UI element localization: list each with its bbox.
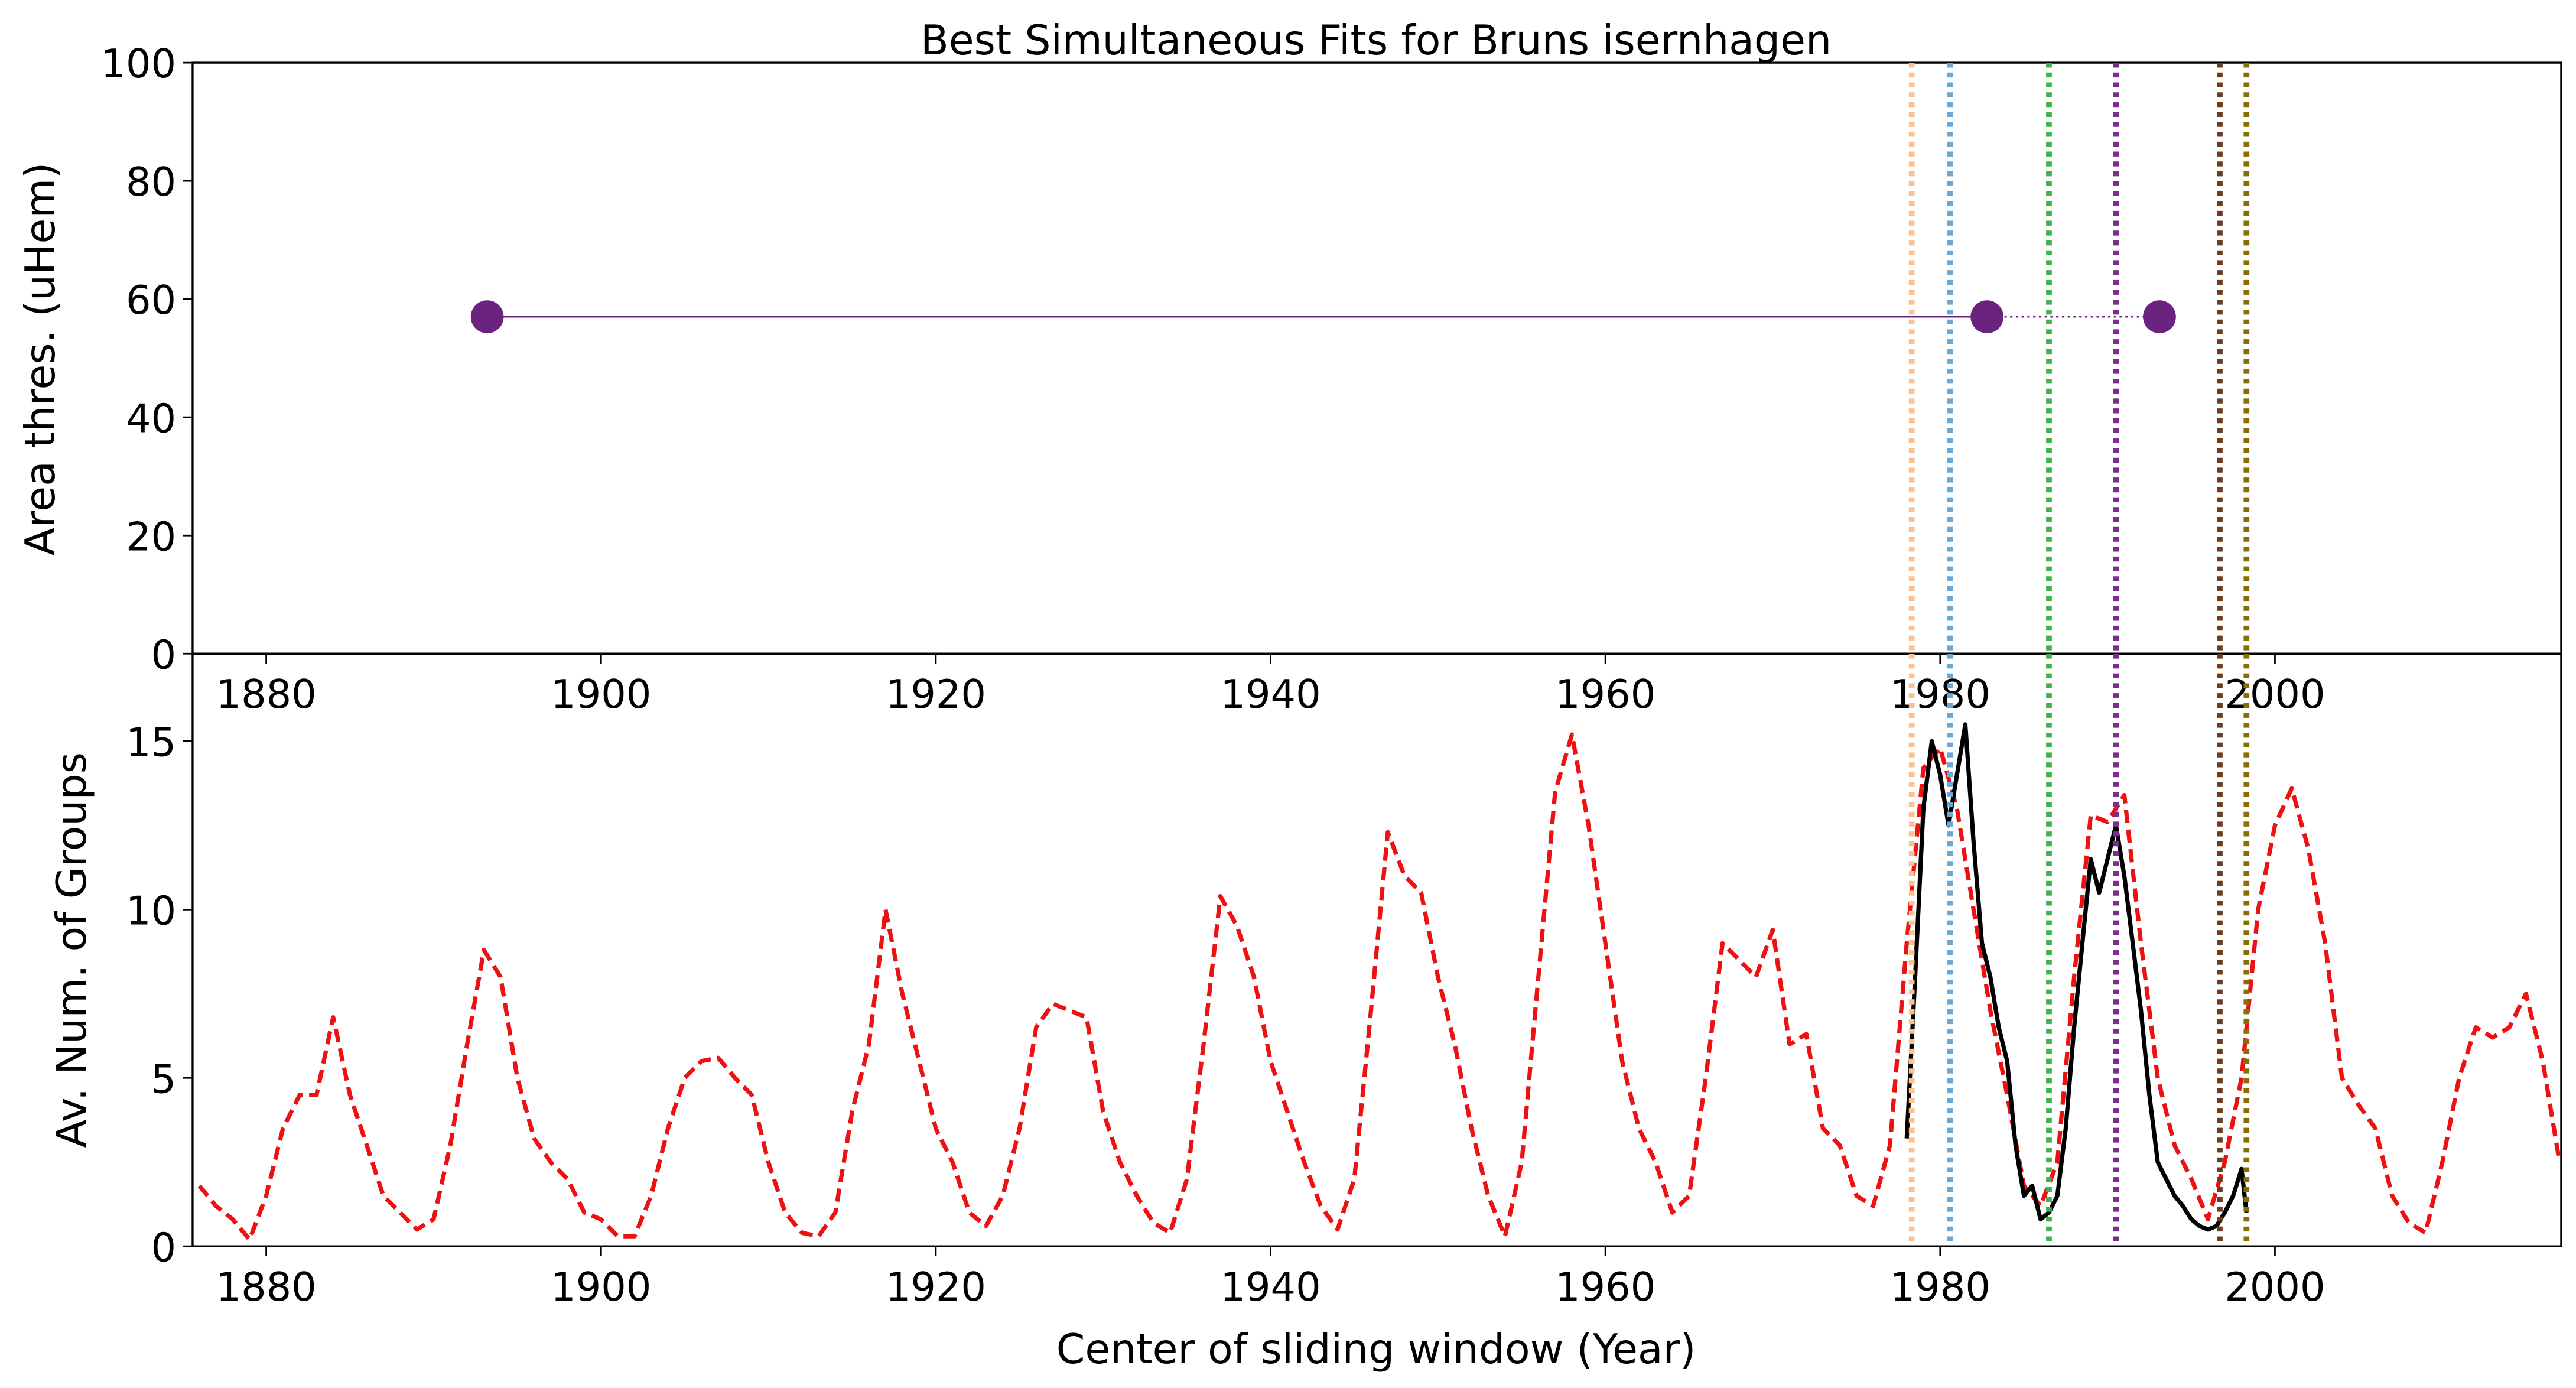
- x-tick-label: 1960: [1555, 1264, 1655, 1310]
- plot-frame: [191, 652, 2562, 1247]
- point: [1970, 300, 2003, 334]
- y-tick-label: 20: [126, 513, 176, 560]
- x-tick-label: 1920: [886, 1264, 986, 1310]
- x-tick-label: 1880: [216, 671, 317, 717]
- x-tick-label: 1940: [1220, 671, 1320, 717]
- y-tick-label: 10: [126, 888, 176, 934]
- x-tick-label: 1980: [1890, 671, 1990, 717]
- point: [470, 300, 504, 334]
- x-tick-label: 1880: [216, 1264, 317, 1310]
- x-tick-label: 1960: [1555, 671, 1655, 717]
- chart-title: Best Simultaneous Fits for Bruns isernha…: [921, 17, 1832, 64]
- y-tick-label: 15: [126, 719, 176, 765]
- y-tick-label: 60: [126, 277, 176, 323]
- x-tick-label: 1900: [551, 671, 651, 717]
- y-axis-label: Area thres. (uHem): [17, 162, 64, 556]
- y-axis-label: Av. Num. of Groups: [48, 752, 96, 1148]
- x-tick-label: 1980: [1890, 1264, 1990, 1310]
- y-tick-label: 40: [126, 395, 176, 441]
- y-tick-label: 100: [100, 41, 176, 87]
- x-axis-label: Center of sliding window (Year): [1056, 1325, 1696, 1373]
- series-line: [197, 732, 2562, 1242]
- y-tick-label: 0: [151, 632, 177, 678]
- y-tick-label: 5: [151, 1056, 177, 1102]
- x-tick-label: 2000: [2224, 671, 2325, 717]
- x-tick-label: 1920: [886, 671, 986, 717]
- x-tick-label: 1940: [1220, 1264, 1320, 1310]
- plot-frame: [191, 61, 2562, 655]
- y-tick-label: 0: [151, 1224, 177, 1270]
- x-tick-label: 1900: [551, 1264, 651, 1310]
- y-tick-label: 80: [126, 159, 176, 205]
- series-line: [1904, 722, 2249, 1232]
- x-tick-label: 2000: [2224, 1264, 2325, 1310]
- point: [2143, 300, 2176, 334]
